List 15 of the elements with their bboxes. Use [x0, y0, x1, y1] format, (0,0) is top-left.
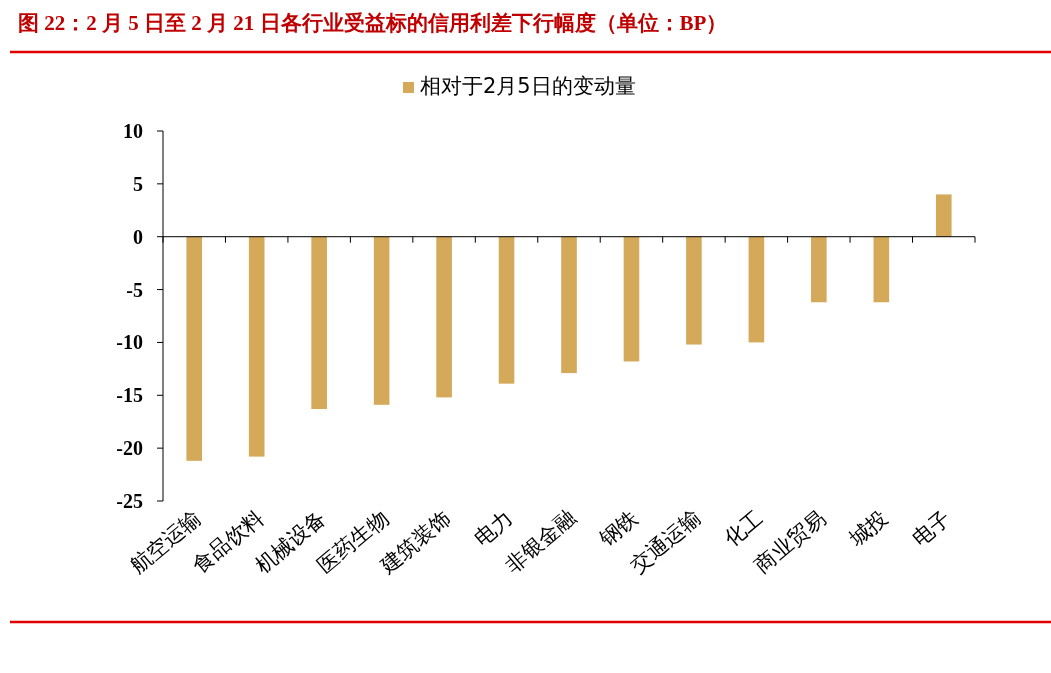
y-tick-label: -15	[116, 384, 143, 407]
y-tick-label: -5	[126, 278, 143, 301]
x-tick-label: 钢铁	[594, 505, 643, 552]
legend: 相对于2月5日的变动量	[403, 74, 636, 98]
y-tick-label: -20	[116, 437, 143, 460]
x-tick-label: 城投	[844, 505, 893, 552]
x-tick-label: 电力	[470, 505, 518, 551]
y-tick-label: 10	[123, 120, 143, 142]
plot: -25 -20 -15 -10 -5 0 5 10 航空运输 食品饮料 机械设备 医药生物 建筑装饰 电力 非银金融 钢铁 交通运输 化工 商业贸易 城投 电子	[116, 120, 976, 578]
x-tick-label: 电子	[907, 505, 955, 551]
y-tick-label: 0	[133, 225, 143, 248]
y-tick-label: -25	[116, 490, 143, 512]
y-tick-label: -10	[116, 331, 143, 354]
title: 图 22：2 月 5 日至 2 月 21 日各行业受益标的信用利差下行幅度（单位：BP）	[18, 11, 728, 35]
y-tick-label: 5	[133, 172, 143, 195]
